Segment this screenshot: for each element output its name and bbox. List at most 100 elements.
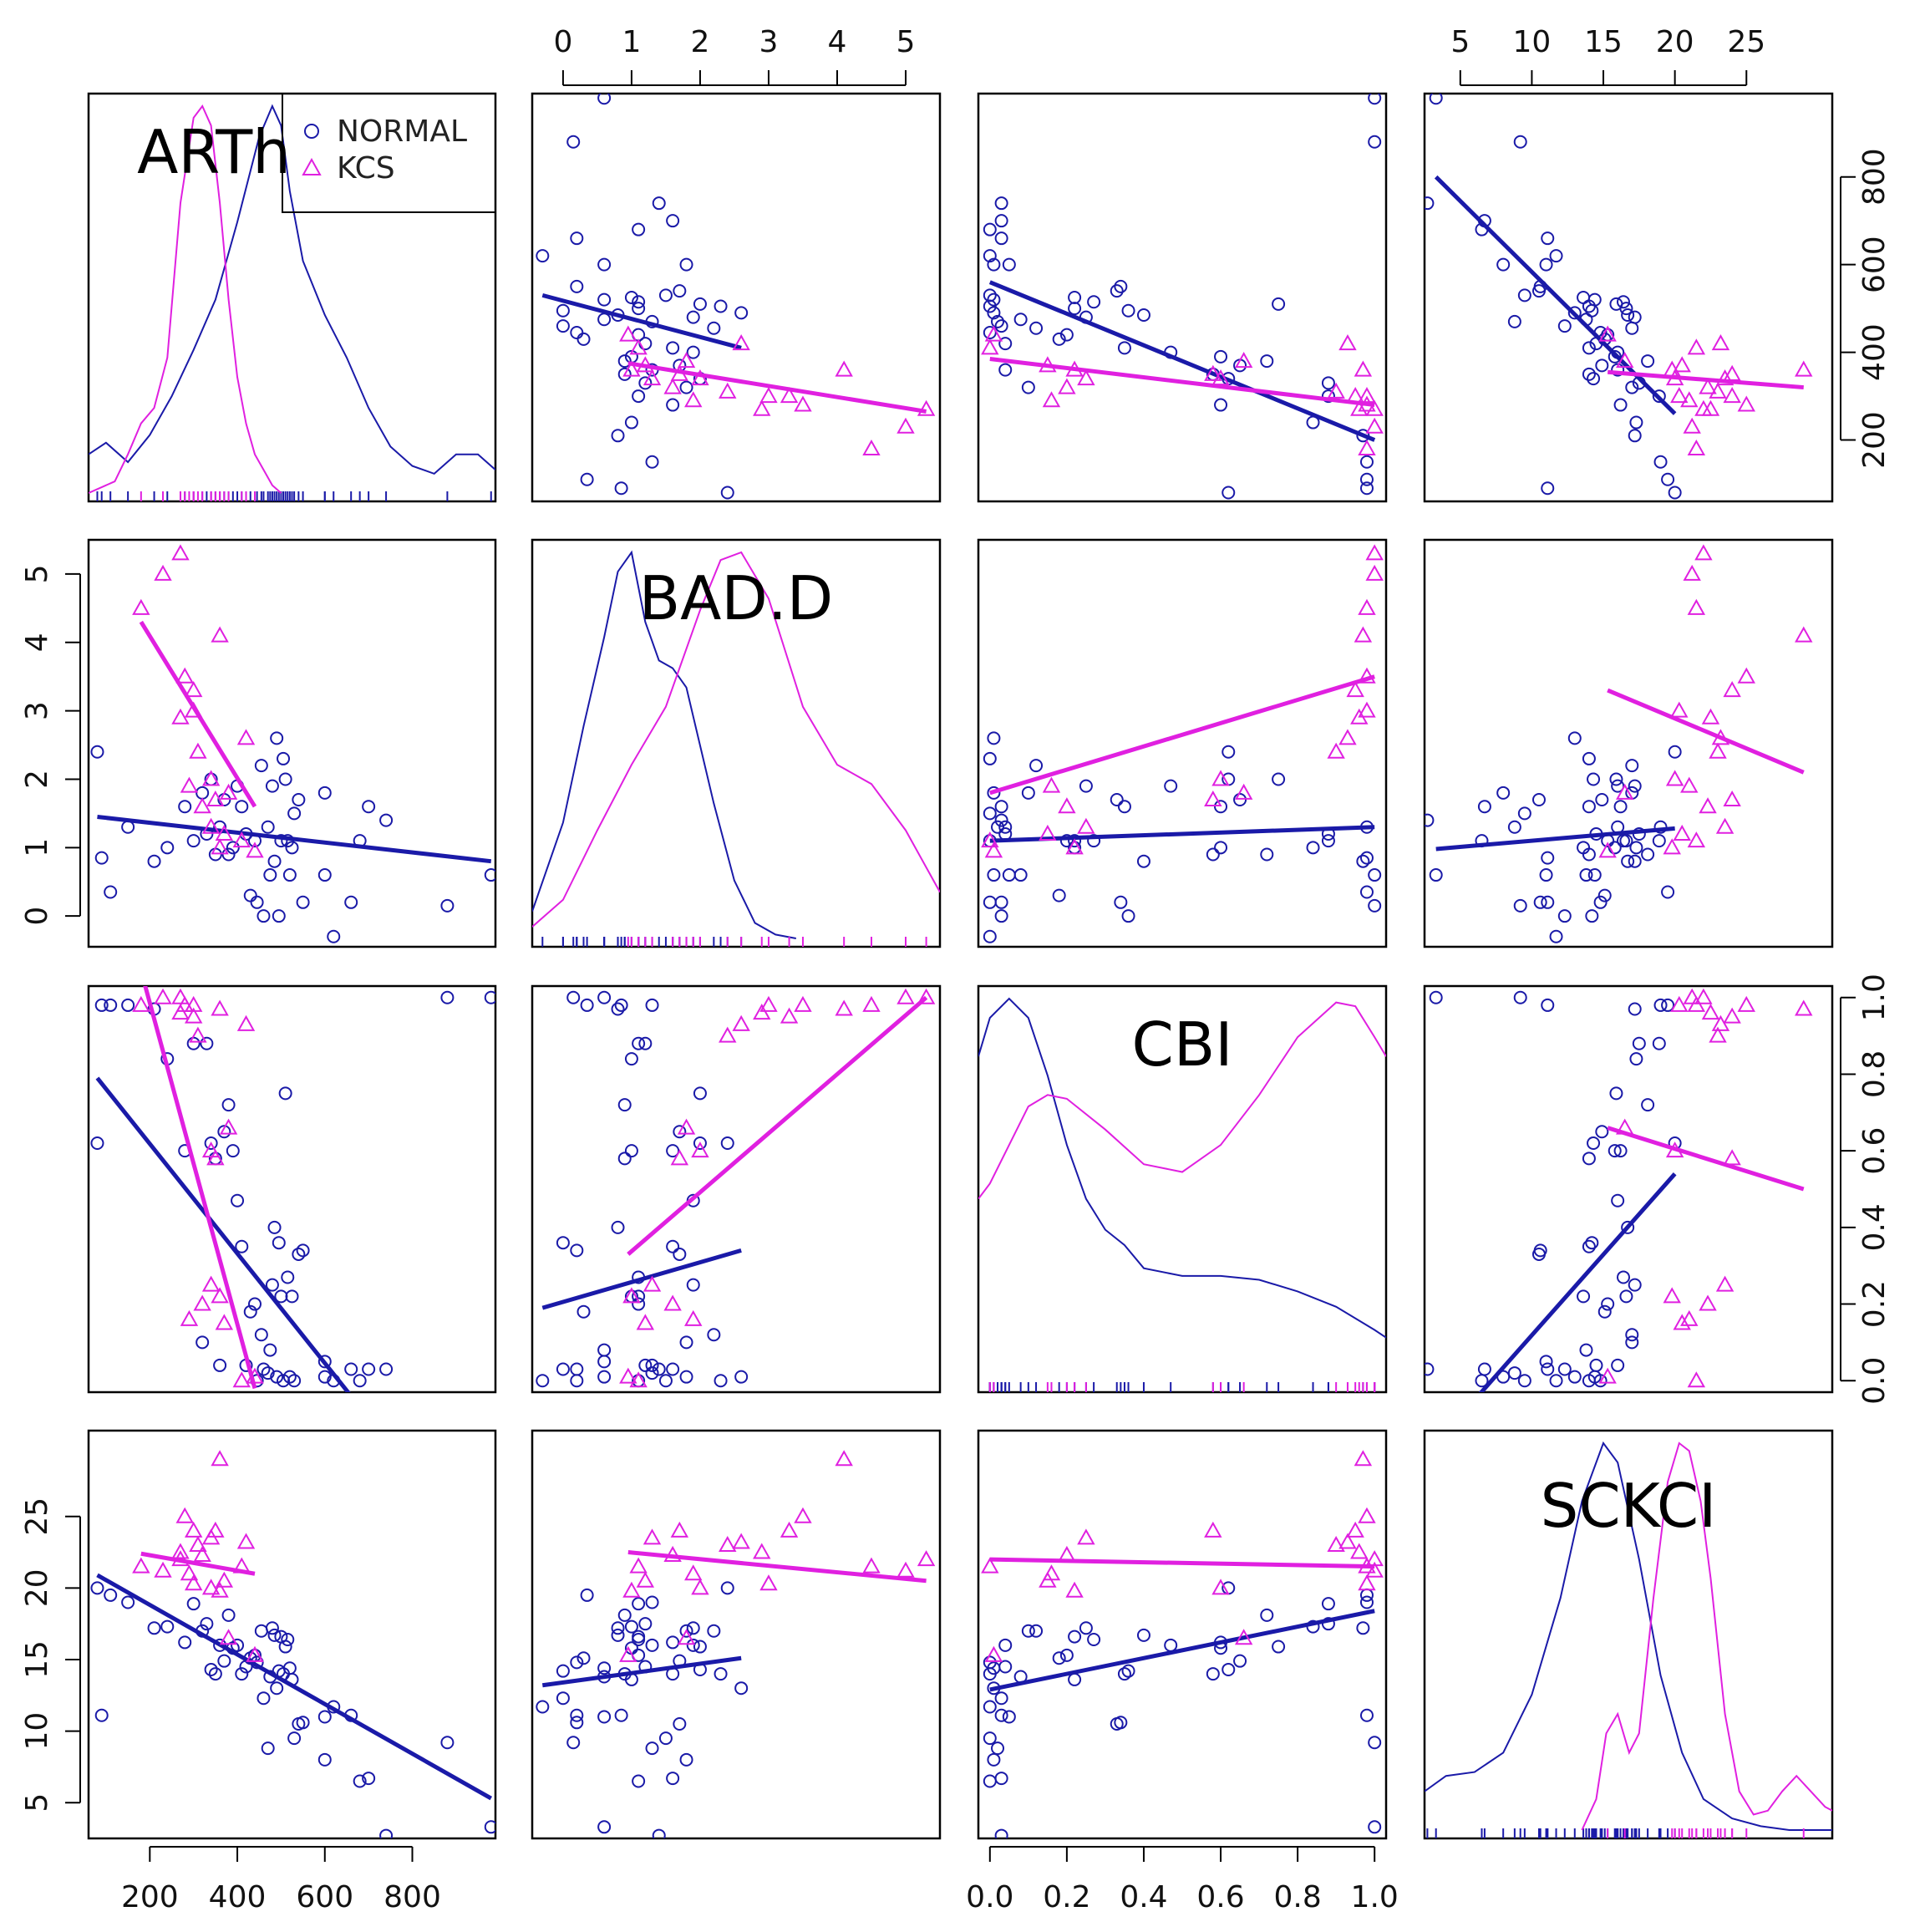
point-normal <box>1121 1664 1135 1678</box>
axis-tick-label: 2 <box>690 25 709 59</box>
point-kcs <box>1723 387 1741 404</box>
point-normal <box>1641 1098 1655 1112</box>
point-normal <box>570 325 584 339</box>
point-kcs <box>180 776 199 793</box>
point-normal <box>94 998 109 1012</box>
point-normal <box>1359 851 1374 865</box>
point-normal <box>1517 806 1531 821</box>
point-normal <box>1567 731 1582 745</box>
point-normal <box>1541 1362 1555 1376</box>
point-normal <box>987 1752 1001 1767</box>
point-kcs <box>215 1571 234 1588</box>
axis-tick-label: 10 <box>1513 25 1552 59</box>
point-normal <box>987 306 1001 320</box>
panel-frame <box>87 984 497 1394</box>
point-kcs <box>1354 1450 1373 1467</box>
point-normal <box>632 302 646 316</box>
point-kcs <box>684 391 703 408</box>
point-kcs <box>917 988 936 1004</box>
point-normal <box>1557 1362 1572 1376</box>
point-normal <box>1608 349 1622 364</box>
point-kcs <box>1795 626 1813 643</box>
point-normal <box>994 800 1008 814</box>
point-normal <box>720 1136 734 1150</box>
point-normal <box>1496 257 1511 272</box>
point-normal <box>317 1710 332 1724</box>
point-normal <box>1613 398 1628 412</box>
point-normal <box>1507 820 1521 834</box>
point-normal <box>1587 868 1602 882</box>
point-normal <box>1641 847 1655 862</box>
point-kcs <box>1204 790 1222 807</box>
fit-line-kcs <box>989 1557 1375 1569</box>
point-kcs <box>1204 1521 1222 1538</box>
point-normal <box>484 990 495 1004</box>
legend-marker-kcs <box>302 157 322 175</box>
point-normal <box>1517 1374 1531 1388</box>
variable-title-cbi: CBI <box>1132 1009 1233 1080</box>
point-normal <box>686 1638 700 1652</box>
point-normal <box>658 1731 673 1746</box>
point-normal <box>1628 854 1642 868</box>
point-kcs <box>1346 681 1364 698</box>
point-normal <box>281 1632 295 1646</box>
point-normal <box>1585 909 1599 923</box>
point-normal <box>652 1828 666 1838</box>
point-kcs <box>1065 838 1084 855</box>
point-normal <box>221 847 236 862</box>
panel-frame <box>977 1429 1388 1840</box>
point-kcs <box>619 1645 637 1662</box>
point-normal <box>1477 800 1491 814</box>
point-kcs <box>1715 817 1735 834</box>
point-normal <box>673 1717 687 1731</box>
point-normal <box>243 888 257 902</box>
point-normal <box>1539 257 1553 272</box>
point-normal <box>1260 1608 1274 1622</box>
point-normal <box>652 196 666 211</box>
point-normal <box>611 1002 625 1016</box>
panel-frame <box>977 984 1388 1394</box>
point-normal <box>624 1619 638 1634</box>
point-normal <box>983 1655 997 1670</box>
point-normal <box>1549 929 1563 943</box>
point-normal <box>1652 834 1666 848</box>
point-normal <box>104 998 118 1012</box>
axis-tick-label: 1.0 <box>1857 974 1892 1021</box>
point-kcs <box>219 1629 238 1645</box>
point-normal <box>274 1289 288 1304</box>
point-normal <box>1117 1667 1131 1681</box>
point-kcs <box>219 783 238 800</box>
point-kcs <box>1616 783 1634 800</box>
point-normal <box>1541 231 1555 246</box>
point-normal <box>617 354 632 369</box>
point-normal <box>1653 998 1668 1012</box>
point-normal <box>991 1741 1005 1756</box>
point-normal <box>484 868 495 882</box>
point-normal <box>686 1621 700 1635</box>
point-normal <box>254 1624 268 1638</box>
right-axis-arth: 200 400 600 800 <box>1840 148 1892 469</box>
point-kcs <box>1598 841 1617 858</box>
point-normal <box>1585 1236 1599 1250</box>
point-normal <box>1321 389 1335 404</box>
point-kcs <box>643 1275 662 1292</box>
point-kcs <box>1680 776 1699 793</box>
panel-frame <box>1423 92 1834 503</box>
point-kcs <box>759 995 778 1012</box>
point-normal <box>278 1086 292 1101</box>
point-normal <box>617 1152 632 1166</box>
point-normal <box>327 929 341 943</box>
point-normal <box>1628 429 1642 443</box>
point-normal <box>186 1597 201 1611</box>
point-normal <box>1589 1358 1603 1372</box>
point-normal <box>1356 1621 1370 1635</box>
point-normal <box>983 249 997 263</box>
point-normal <box>196 1335 210 1350</box>
point-kcs <box>1077 817 1095 834</box>
point-normal <box>292 1247 306 1261</box>
axis-tick-label: 0.4 <box>1120 1880 1167 1914</box>
point-normal <box>666 214 680 228</box>
point-normal <box>645 1741 659 1756</box>
point-kcs <box>1687 995 1706 1012</box>
point-normal <box>679 1624 693 1638</box>
